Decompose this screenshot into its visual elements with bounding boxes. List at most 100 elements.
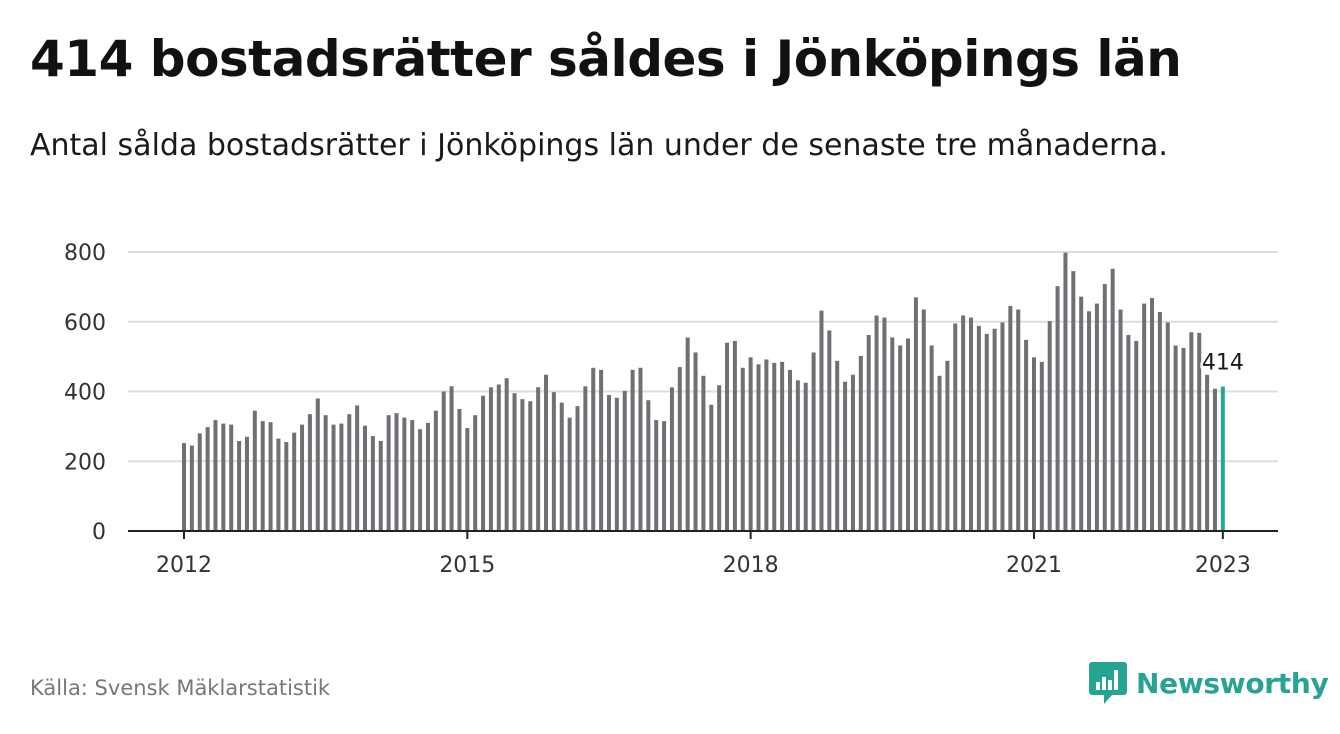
bar bbox=[551, 392, 556, 531]
bar bbox=[182, 443, 186, 531]
bar bbox=[764, 359, 769, 531]
bar bbox=[756, 364, 761, 531]
bar bbox=[1157, 311, 1162, 531]
bar bbox=[906, 338, 911, 531]
bar bbox=[386, 415, 391, 531]
bar bbox=[292, 432, 297, 531]
bar bbox=[606, 394, 611, 531]
bar bbox=[858, 355, 863, 531]
bar bbox=[1055, 286, 1060, 531]
bar bbox=[378, 441, 383, 531]
bar bbox=[355, 405, 360, 531]
bar bbox=[244, 436, 249, 531]
bar bbox=[402, 417, 407, 531]
bar bbox=[787, 369, 792, 531]
bar bbox=[268, 422, 273, 531]
bar bbox=[1205, 374, 1210, 531]
bar bbox=[693, 352, 698, 531]
bar bbox=[441, 391, 446, 531]
bar bbox=[1150, 298, 1155, 531]
bar bbox=[433, 410, 438, 531]
y-tick-label: 800 bbox=[64, 241, 106, 266]
bar bbox=[866, 335, 871, 531]
bar bbox=[646, 400, 651, 531]
bar bbox=[709, 404, 714, 531]
bar bbox=[850, 374, 855, 531]
bar bbox=[425, 422, 430, 531]
bar bbox=[976, 325, 981, 531]
bar bbox=[410, 420, 415, 531]
bar bbox=[260, 421, 265, 531]
bar bbox=[197, 433, 202, 531]
bar bbox=[780, 361, 785, 531]
bar bbox=[1110, 268, 1115, 531]
bar bbox=[677, 367, 682, 531]
bar bbox=[276, 438, 281, 531]
bar bbox=[1212, 388, 1217, 531]
y-tick-label: 600 bbox=[64, 311, 106, 336]
bar bbox=[1094, 303, 1099, 531]
x-tick-label: 2023 bbox=[1195, 553, 1251, 578]
bar bbox=[1142, 303, 1147, 531]
bar bbox=[1024, 339, 1029, 531]
y-tick-label: 0 bbox=[92, 520, 106, 545]
bar bbox=[803, 382, 808, 531]
bar bbox=[1197, 332, 1202, 531]
bar bbox=[1071, 271, 1076, 531]
bar bbox=[1063, 252, 1068, 531]
bar bbox=[1126, 335, 1131, 531]
bar bbox=[1173, 345, 1178, 531]
bar bbox=[662, 421, 667, 531]
bar bbox=[488, 387, 493, 531]
bar bbox=[961, 315, 966, 531]
bar bbox=[418, 429, 423, 531]
y-tick-label: 200 bbox=[64, 450, 106, 475]
bar bbox=[929, 345, 934, 531]
bar bbox=[898, 345, 903, 531]
bar bbox=[701, 375, 706, 531]
bar bbox=[363, 425, 368, 531]
bar bbox=[772, 362, 777, 531]
bar bbox=[913, 297, 918, 531]
bar bbox=[1189, 332, 1194, 531]
bar bbox=[937, 375, 942, 531]
highlight-bar bbox=[1220, 386, 1225, 531]
bar bbox=[669, 387, 674, 531]
bar bbox=[504, 378, 509, 531]
bar bbox=[1087, 311, 1092, 531]
x-tick-label: 2012 bbox=[156, 553, 212, 578]
bar bbox=[229, 424, 234, 531]
bar bbox=[732, 340, 737, 531]
bar bbox=[992, 328, 997, 531]
bar bbox=[205, 427, 210, 531]
bar bbox=[284, 442, 289, 531]
bar bbox=[189, 445, 194, 531]
bar bbox=[481, 395, 486, 531]
bar bbox=[740, 367, 745, 531]
bar bbox=[583, 386, 588, 531]
bar bbox=[1102, 284, 1107, 531]
bar bbox=[315, 398, 320, 531]
source-note: Källa: Svensk Mäklarstatistik bbox=[30, 676, 331, 700]
chart-subtitle: Antal sålda bostadsrätter i Jönköpings l… bbox=[30, 128, 1168, 163]
bar bbox=[969, 317, 973, 531]
bar bbox=[1031, 357, 1036, 531]
x-tick-label: 2015 bbox=[439, 553, 495, 578]
bar bbox=[945, 360, 950, 531]
bar bbox=[544, 374, 549, 531]
brand[interactable]: Newsworthy bbox=[1088, 660, 1329, 706]
bar bbox=[323, 415, 328, 531]
bar bbox=[614, 397, 619, 531]
bar bbox=[370, 436, 375, 531]
highlight-data-label: 414 bbox=[1202, 351, 1244, 376]
bar bbox=[221, 423, 226, 531]
y-tick-label: 400 bbox=[64, 381, 106, 406]
bar bbox=[512, 393, 517, 531]
bar bbox=[300, 424, 305, 531]
bar bbox=[984, 333, 989, 531]
bar bbox=[1039, 361, 1044, 531]
bar bbox=[237, 441, 242, 531]
bar bbox=[575, 406, 580, 531]
bar bbox=[536, 387, 541, 531]
bar bbox=[1047, 321, 1052, 531]
